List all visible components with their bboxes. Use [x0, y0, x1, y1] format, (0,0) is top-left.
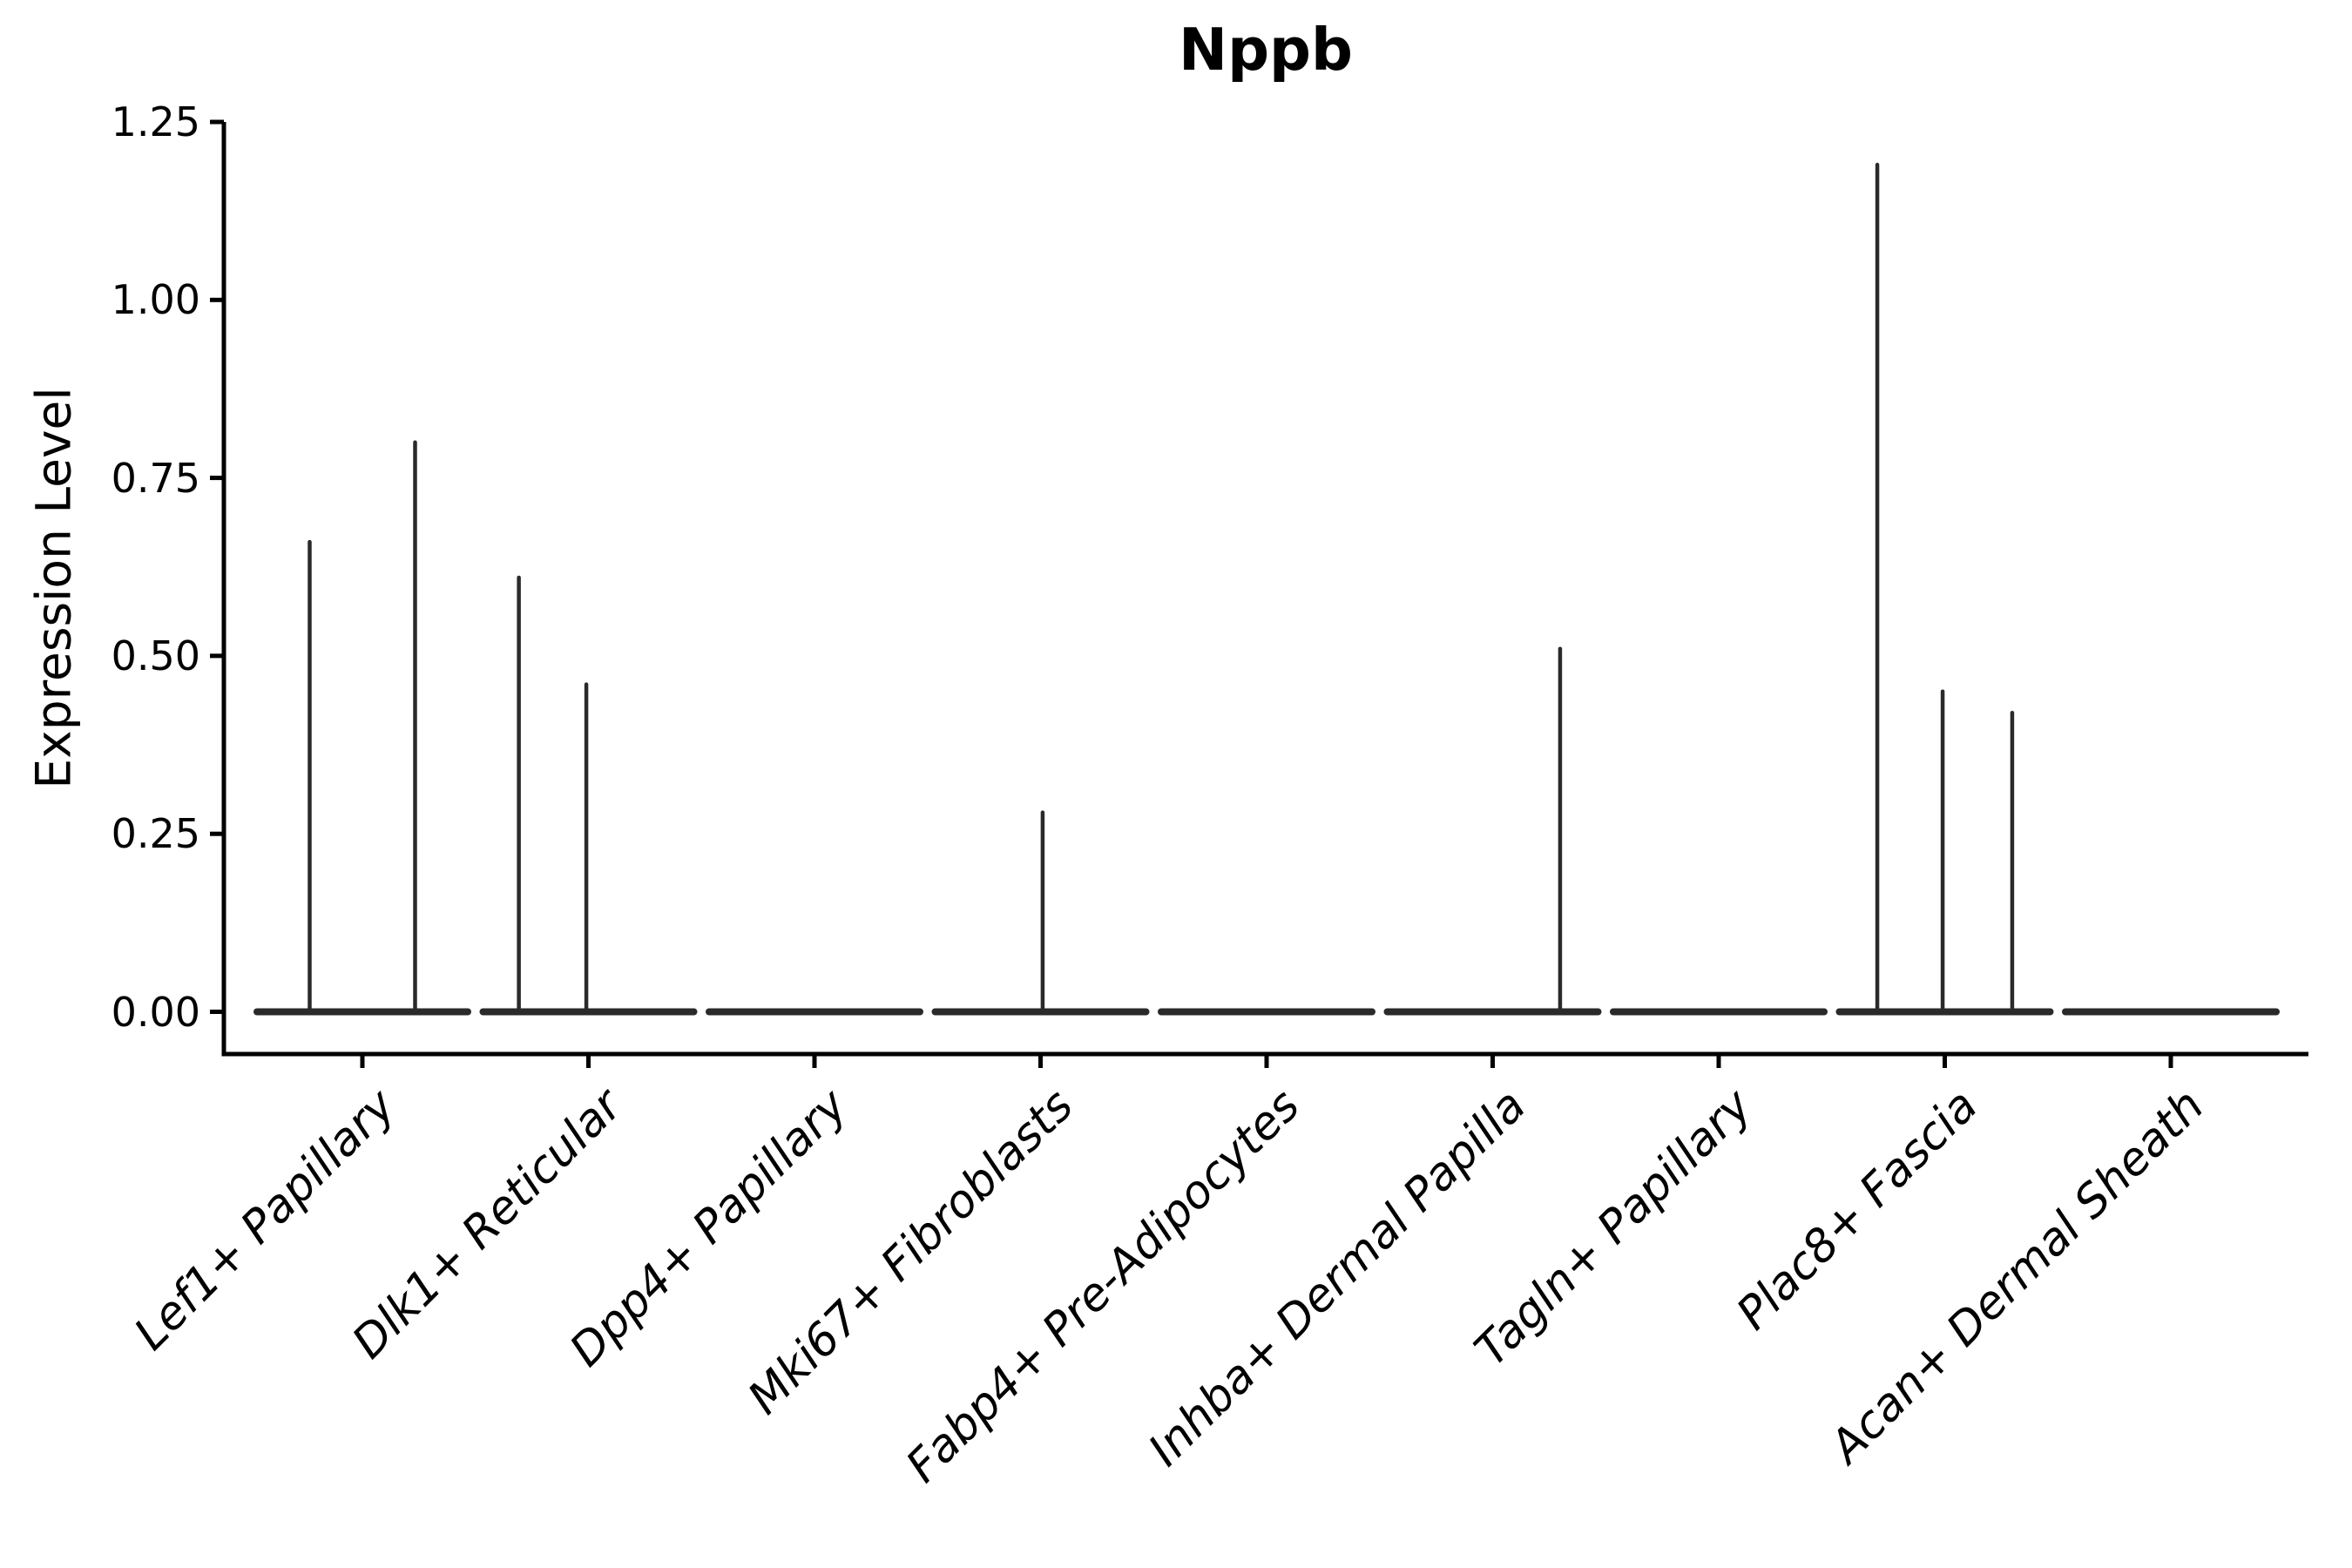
y-tick-label: 0.25: [111, 810, 200, 858]
y-tick-label: 0.00: [111, 988, 200, 1036]
y-axis-label: Expression Level: [25, 387, 82, 789]
chart-title: Nppb: [1179, 16, 1353, 84]
y-tick-label: 1.25: [111, 98, 200, 145]
y-tick-label: 1.00: [111, 276, 200, 324]
y-tick-label: 0.50: [111, 632, 200, 679]
y-tick-label: 0.75: [111, 454, 200, 502]
